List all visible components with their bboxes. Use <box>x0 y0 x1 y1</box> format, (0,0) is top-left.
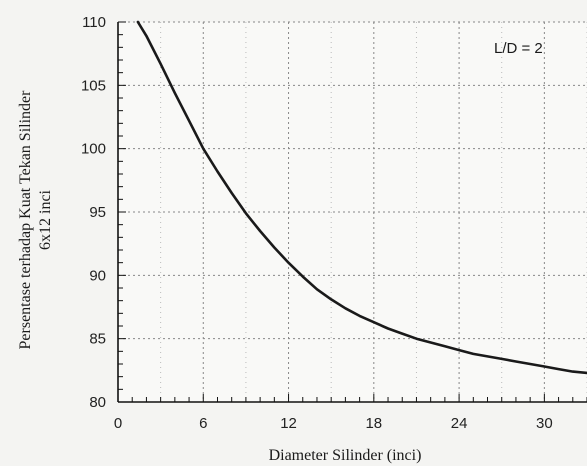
x-tick-label: 18 <box>365 415 382 432</box>
series-line <box>136 20 587 375</box>
series-layer <box>136 20 587 375</box>
x-tick-label: 30 <box>536 415 553 432</box>
gridlines <box>118 21 587 402</box>
y-tick-label: 95 <box>89 204 106 221</box>
tick-marks <box>118 21 587 402</box>
y-tick-labels: 80 85 90 95 100 105 110 <box>81 14 106 411</box>
y-axis-title-line1: Persentase terhadap Kuat Tekan Silinder <box>17 90 34 350</box>
x-tick-label: 24 <box>451 415 468 432</box>
x-tick-label: 12 <box>280 415 297 432</box>
y-tick-label: 85 <box>89 331 106 348</box>
y-tick-label: 80 <box>89 394 106 411</box>
y-tick-label: 110 <box>82 14 106 31</box>
y-tick-label: 90 <box>89 267 106 284</box>
annotation-ld-ratio: L/D = 2 <box>494 40 543 57</box>
y-tick-label: 105 <box>81 77 106 94</box>
x-axis-title: Diameter Silinder (inci) <box>269 447 422 464</box>
y-tick-label: 100 <box>81 141 106 158</box>
x-tick-labels: 0 6 12 18 24 30 <box>114 415 553 432</box>
y-axis-title-line2: 6x12 inci <box>37 189 54 250</box>
x-tick-label: 6 <box>199 415 207 432</box>
x-tick-label: 0 <box>114 415 122 432</box>
